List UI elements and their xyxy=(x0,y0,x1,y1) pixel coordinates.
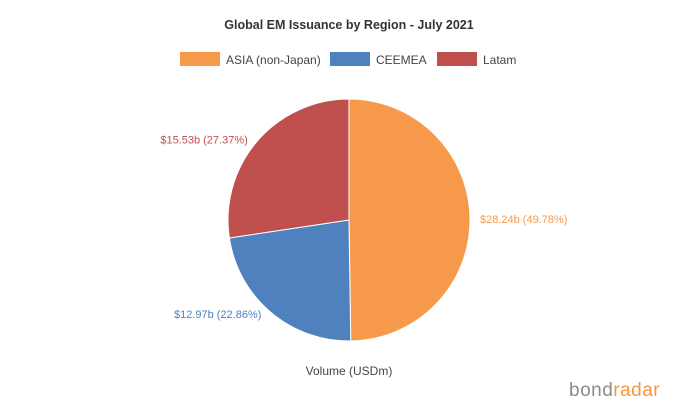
slice-label-latam: $15.53b (27.37%) xyxy=(160,135,247,147)
legend: ASIA (non-Japan) CEEMEA Latam xyxy=(180,52,516,67)
legend-swatch-latam[interactable] xyxy=(437,52,477,66)
brand-logo-part1: bond xyxy=(569,380,613,401)
legend-label-ceemea[interactable]: CEEMEA xyxy=(376,53,427,67)
legend-label-asia-non-japan[interactable]: ASIA (non-Japan) xyxy=(226,53,321,67)
slice-label-asia-non-japan: $28.24b (49.78%) xyxy=(480,214,567,226)
chart-title: Global EM Issuance by Region - July 2021 xyxy=(224,18,473,32)
slice-labels: $28.24b (49.78%) $12.97b (22.86%) $15.53b … xyxy=(160,135,567,321)
pie-slice-latam[interactable] xyxy=(227,98,350,239)
legend-label-latam[interactable]: Latam xyxy=(483,53,516,67)
pie-slice-asia-non-japan[interactable] xyxy=(348,98,471,342)
brand-logo: bondradar xyxy=(569,380,660,401)
pie-slice-ceemea[interactable] xyxy=(228,219,352,342)
brand-logo-part2: radar xyxy=(613,380,660,401)
legend-swatch-asia-non-japan[interactable] xyxy=(180,52,220,66)
x-axis-label: Volume (USDm) xyxy=(306,364,393,378)
slice-label-ceemea: $12.97b (22.86%) xyxy=(174,309,261,321)
pie-slices xyxy=(227,98,471,342)
legend-swatch-ceemea[interactable] xyxy=(330,52,370,66)
